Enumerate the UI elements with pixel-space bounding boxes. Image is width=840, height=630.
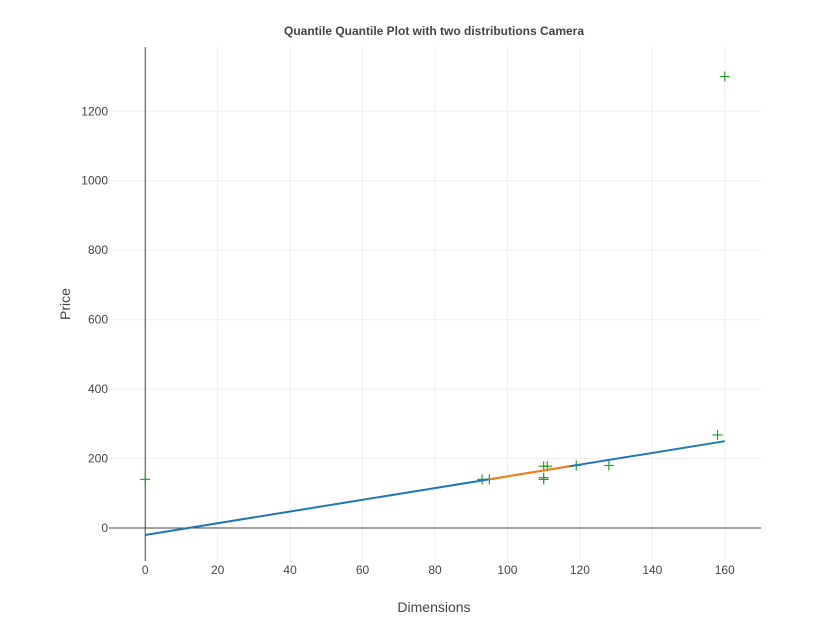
x-tick-label: 100 (497, 563, 517, 577)
x-tick-label: 40 (283, 563, 297, 577)
y-tick-label: 200 (88, 452, 108, 466)
data-point (538, 472, 549, 483)
x-tick-label: 60 (356, 563, 370, 577)
x-tick-label: 20 (211, 563, 225, 577)
x-tick-label: 120 (570, 563, 590, 577)
x-tick-label: 140 (642, 563, 662, 577)
data-point (719, 71, 730, 82)
y-tick-label: 0 (101, 521, 108, 535)
data-point (712, 429, 723, 440)
tick-labels: 0 20 40 60 80 100 120 140 160 0 200 400 600 800 1000 12… (81, 104, 735, 577)
y-tick-label: 1000 (81, 174, 108, 188)
fit-line-2 (489, 465, 570, 481)
y-axis-label: Price (57, 288, 73, 320)
data-point (140, 474, 151, 485)
data-point (603, 460, 614, 471)
y-tick-label: 800 (88, 243, 108, 257)
x-axis-label: Dimensions (397, 599, 470, 615)
x-tick-label: 80 (428, 563, 442, 577)
x-tick-label: 0 (142, 563, 149, 577)
plot-area (140, 71, 730, 536)
y-tick-label: 400 (88, 382, 108, 396)
y-tick-label: 600 (88, 313, 108, 327)
x-tick-label: 160 (715, 563, 735, 577)
fit-line-1 (145, 440, 725, 536)
chart-title: Quantile Quantile Plot with two distribu… (284, 24, 584, 38)
y-tick-label: 1200 (81, 104, 108, 118)
grid (109, 47, 761, 561)
